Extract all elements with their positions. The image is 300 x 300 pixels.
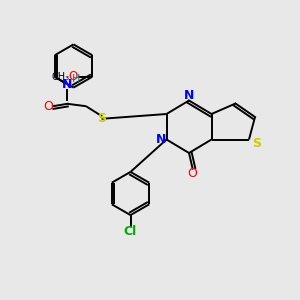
Text: Cl: Cl <box>124 225 137 239</box>
Text: O: O <box>43 100 53 113</box>
Text: S: S <box>252 136 261 150</box>
Text: N: N <box>156 133 167 146</box>
Text: CH₃: CH₃ <box>51 72 69 82</box>
Text: N: N <box>62 77 73 91</box>
Text: N: N <box>184 89 194 103</box>
Text: O: O <box>188 167 197 181</box>
Text: H: H <box>72 74 80 84</box>
Text: O: O <box>69 70 78 83</box>
Text: S: S <box>97 112 106 125</box>
